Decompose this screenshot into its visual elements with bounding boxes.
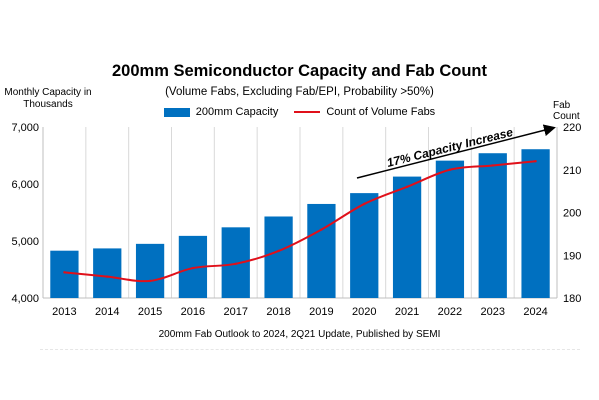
chart-subtitle: (Volume Fabs, Excluding Fab/EPI, Probabi… [165,86,434,98]
y-right-tick-label: 200 [563,208,581,220]
line-point [63,271,66,274]
y-right-tick-label: 210 [563,165,581,177]
x-tick-label: 2023 [481,306,505,318]
y-axis-left-label: Monthly Capacity in Thousands [4,87,92,110]
y-left-tick-label: 5,000 [11,236,39,248]
bar [50,250,79,298]
y-left-tick-label: 7,000 [11,122,39,134]
legend-item-fabs: Count of Volume Fabs [294,106,435,118]
legend-swatch-bar [163,107,190,117]
x-tick-label: 2022 [438,306,462,318]
bar [307,203,336,298]
legend-label-capacity: 200mm Capacity [195,106,279,118]
bar [264,216,293,298]
line-point [491,164,494,167]
source-note: 200mm Fab Outlook to 2024, 2Q21 Update, … [158,329,441,340]
y-right-tick-label: 190 [563,250,581,262]
bar [435,160,465,298]
legend-label-fabs: Count of Volume Fabs [326,106,436,118]
x-tick-label: 2018 [266,306,290,318]
x-tick-label: 2019 [309,306,333,318]
x-tick-label: 2013 [52,306,76,318]
bar [392,176,422,298]
bar [93,248,122,298]
bar [135,243,165,298]
line-point [534,160,537,163]
line-point [191,266,195,270]
line-point [106,275,109,278]
x-tick-label: 2021 [395,306,419,318]
y-right-tick-label: 220 [563,122,581,134]
y-axis-right-label: Fab Count [553,100,580,122]
bar [521,149,550,298]
bar [350,193,379,298]
y-right-tick-label: 180 [563,293,581,305]
y-left-tick-label: 4,000 [11,293,39,305]
y-left-tick-label: 6,000 [11,179,39,191]
line-point [448,168,452,171]
bottom-divider [40,349,580,350]
annotation-arrow [356,124,556,179]
x-tick-label: 2016 [181,306,205,318]
line-point [148,279,152,283]
x-tick-label: 2017 [224,306,248,318]
x-tick-label: 2020 [352,306,376,318]
line-point [363,202,366,206]
x-tick-label: 2024 [523,306,547,318]
chart-legend: 200mm Capacity Count of Volume Fabs [0,106,599,118]
chart-title: 200mm Semiconductor Capacity and Fab Cou… [112,62,487,80]
line-point [277,249,280,253]
legend-item-capacity: 200mm Capacity [163,106,279,118]
line-point [320,228,323,231]
line-point [234,262,237,265]
bar [478,153,507,298]
legend-swatch-line [294,111,321,113]
series-line-fab-count [64,160,536,283]
line-point [405,185,409,189]
x-tick-label: 2015 [138,306,162,318]
x-tick-label: 2014 [95,306,119,318]
